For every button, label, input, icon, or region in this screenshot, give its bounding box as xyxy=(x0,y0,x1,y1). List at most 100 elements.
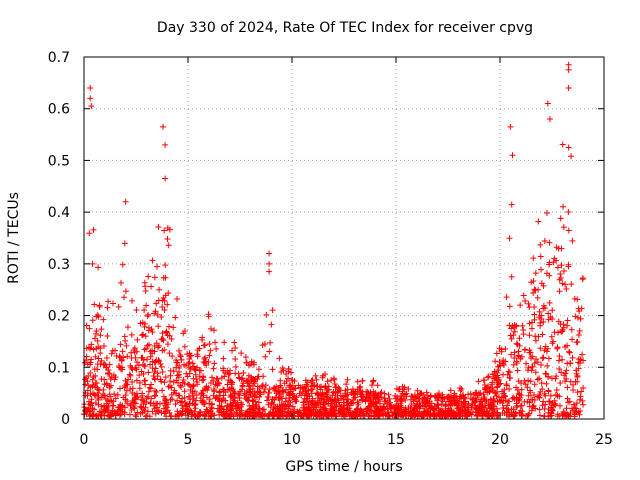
data-point xyxy=(502,393,509,400)
data-point xyxy=(531,311,538,318)
data-point xyxy=(535,218,542,225)
data-point xyxy=(516,409,523,416)
data-point xyxy=(525,392,532,399)
data-point xyxy=(111,376,118,383)
data-point xyxy=(236,375,243,382)
data-point xyxy=(346,412,353,419)
data-point xyxy=(83,322,90,329)
data-point xyxy=(530,289,537,296)
data-point xyxy=(128,407,135,414)
data-point xyxy=(200,358,207,365)
data-point xyxy=(420,408,427,415)
data-point xyxy=(538,361,545,368)
data-point xyxy=(224,381,231,388)
data-point xyxy=(88,396,95,403)
data-point xyxy=(145,388,152,395)
data-point xyxy=(116,412,123,419)
data-point xyxy=(123,342,130,349)
data-point xyxy=(206,352,213,359)
data-point xyxy=(565,399,572,406)
data-point xyxy=(111,391,118,398)
data-point xyxy=(117,341,124,348)
data-point xyxy=(139,392,146,399)
data-point xyxy=(568,326,575,333)
data-point xyxy=(540,319,547,326)
data-point xyxy=(103,380,110,387)
data-point xyxy=(545,373,552,380)
data-point xyxy=(545,316,552,323)
data-point xyxy=(285,403,292,410)
data-point xyxy=(306,409,313,416)
data-point xyxy=(478,410,485,417)
data-point xyxy=(349,386,356,393)
data-point xyxy=(500,361,507,368)
data-point xyxy=(413,394,420,401)
data-point xyxy=(547,392,554,399)
data-point xyxy=(96,303,103,310)
data-point xyxy=(526,320,533,327)
data-point xyxy=(386,395,393,402)
data-point xyxy=(213,345,220,352)
data-point xyxy=(132,365,139,372)
data-point xyxy=(190,395,197,402)
data-point xyxy=(309,395,316,402)
data-point xyxy=(335,407,342,414)
data-point xyxy=(181,394,188,401)
data-point xyxy=(534,294,541,301)
data-point xyxy=(490,396,497,403)
data-point xyxy=(539,331,546,338)
data-point xyxy=(541,347,548,354)
data-point xyxy=(439,394,446,401)
data-point xyxy=(338,395,345,402)
data-point xyxy=(87,95,94,102)
data-point xyxy=(121,240,128,247)
data-point xyxy=(214,405,221,412)
data-point xyxy=(458,386,465,393)
data-point xyxy=(530,255,537,262)
data-point xyxy=(529,353,536,360)
data-point xyxy=(103,403,110,410)
data-point xyxy=(579,401,586,408)
data-point xyxy=(238,350,245,357)
data-point xyxy=(341,396,348,403)
data-point xyxy=(109,347,116,354)
data-point xyxy=(569,237,576,244)
data-point xyxy=(324,386,331,393)
data-point xyxy=(191,402,198,409)
data-point xyxy=(366,407,373,414)
data-point xyxy=(421,395,428,402)
data-point xyxy=(91,366,98,373)
data-point xyxy=(344,376,351,383)
data-point xyxy=(426,411,433,418)
data-point xyxy=(149,350,156,357)
data-point xyxy=(405,385,412,392)
data-point xyxy=(554,345,561,352)
data-point xyxy=(509,411,516,418)
data-point xyxy=(299,384,306,391)
data-point xyxy=(550,259,557,266)
data-point xyxy=(293,397,300,404)
data-point xyxy=(576,308,583,315)
data-point xyxy=(526,349,533,356)
data-point xyxy=(160,393,167,400)
data-point xyxy=(565,144,572,151)
data-point xyxy=(159,347,166,354)
data-point xyxy=(508,335,515,342)
data-point xyxy=(556,402,563,409)
data-point xyxy=(151,368,158,375)
data-point xyxy=(181,343,188,350)
data-point xyxy=(141,307,148,314)
data-point xyxy=(562,378,569,385)
data-point xyxy=(144,356,151,363)
data-point xyxy=(509,152,516,159)
data-point xyxy=(268,321,275,328)
data-point xyxy=(213,394,220,401)
data-point xyxy=(142,333,149,340)
data-point xyxy=(382,398,389,405)
data-point xyxy=(457,384,464,391)
data-point xyxy=(177,353,184,360)
data-point xyxy=(312,372,319,379)
data-point xyxy=(172,401,179,408)
data-point xyxy=(368,382,375,389)
data-point xyxy=(157,360,164,367)
